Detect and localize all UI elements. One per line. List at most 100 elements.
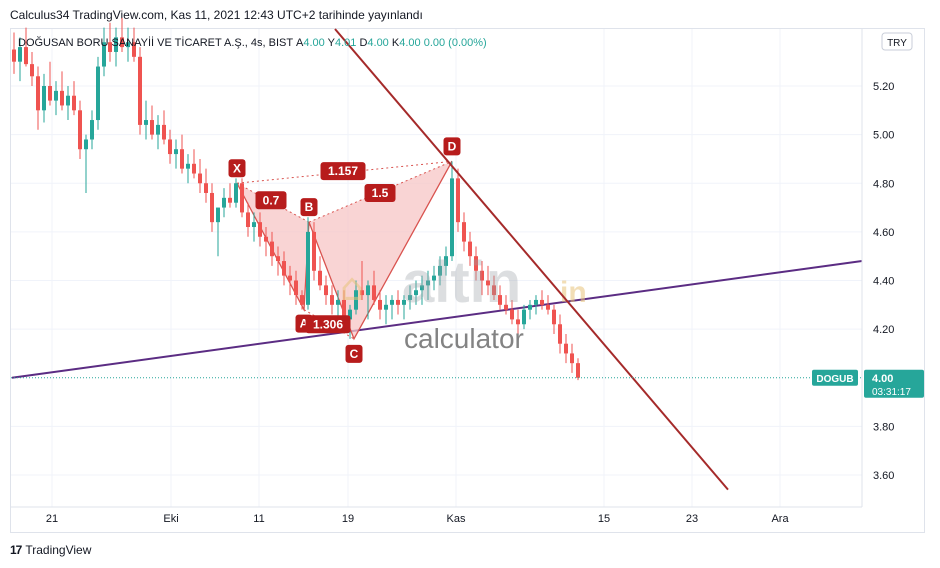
candle-body	[126, 42, 130, 48]
candle-body	[282, 261, 286, 276]
ohlc-value: 4.00	[399, 37, 420, 49]
candle-body	[288, 275, 292, 281]
candle-body	[462, 222, 466, 242]
candle-body	[468, 241, 472, 257]
candle-body	[30, 64, 34, 77]
candle	[564, 333, 568, 364]
candle	[114, 27, 118, 67]
candle	[264, 227, 268, 257]
candle-body	[306, 231, 310, 305]
price-tick-label: 5.20	[873, 81, 894, 93]
candle	[222, 188, 226, 218]
point-label-b-text: B	[305, 200, 314, 214]
candle	[270, 231, 274, 266]
candle-body	[426, 280, 430, 286]
candle-body	[90, 120, 94, 140]
chart-frame[interactable]	[10, 28, 925, 533]
watermark-brand: altin	[402, 250, 521, 315]
candle-body	[336, 299, 340, 305]
candle-body	[264, 236, 268, 242]
candle-body	[48, 86, 52, 101]
price-tick-label: 4.80	[873, 178, 894, 190]
candle-body	[474, 256, 478, 271]
candle	[444, 246, 448, 276]
candle-body	[402, 299, 406, 305]
candle-body	[270, 241, 274, 257]
candle-body	[54, 90, 58, 101]
candle-body	[342, 299, 346, 320]
candle	[474, 246, 478, 281]
candle-body	[576, 363, 580, 378]
symbol-title: DOĞUSAN BORU SANAYİİ VE TİCARET A.Ş., 4s…	[18, 36, 293, 49]
candle-body	[216, 207, 220, 223]
candle	[96, 56, 100, 130]
candle-body	[156, 124, 160, 135]
time-tick-label: 23	[686, 513, 698, 525]
candle-body	[222, 197, 226, 208]
candle-body	[420, 285, 424, 291]
candle-body	[192, 163, 196, 174]
watermark-logo-icon: ⌂	[340, 265, 364, 309]
ohlc-value: 0.00 (0.00%)	[421, 37, 487, 49]
ratio-label-bg	[305, 315, 351, 334]
candle-body	[294, 280, 298, 296]
footer: 17 TradingView	[10, 543, 91, 557]
ohlc-label: Y	[325, 37, 336, 49]
candle	[558, 314, 562, 354]
candle-body	[522, 309, 526, 325]
candle-body	[480, 270, 484, 281]
candle-body	[240, 183, 244, 213]
price-countdown: 03:31:17	[872, 387, 911, 398]
ratio-label-text: 1.157	[328, 164, 358, 178]
footer-brand: TradingView	[25, 543, 92, 557]
candle-body	[198, 173, 202, 184]
candle-body	[510, 309, 514, 320]
candle-body	[42, 86, 46, 111]
point-label-b-bg	[300, 198, 318, 217]
candle-body	[330, 295, 334, 305]
price-axis: 5.20 5.00 4.80 4.60 4.40 4.20 3.80 3.60	[861, 29, 894, 507]
candle	[84, 134, 88, 193]
candle	[252, 212, 256, 242]
candle	[438, 256, 442, 286]
candle	[18, 37, 22, 82]
candle	[306, 217, 310, 310]
candle-body	[144, 120, 148, 125]
price-tick-label: 3.80	[873, 421, 894, 433]
ohlc-label: K	[389, 37, 400, 49]
candle	[570, 343, 574, 373]
candle	[312, 222, 316, 281]
point-label-c-bg	[345, 344, 363, 363]
candle-body	[252, 222, 256, 228]
ratio-label-text: 0.7	[263, 193, 280, 207]
price-tick-label: 5.00	[873, 130, 894, 142]
time-tick-label: Kas	[447, 513, 466, 525]
candle-body	[174, 149, 178, 155]
price-tick-label: 4.60	[873, 227, 894, 239]
candle	[456, 168, 460, 232]
currency-label: TRY	[887, 38, 907, 49]
candle	[300, 290, 304, 310]
trend-line	[334, 28, 729, 491]
ratio-label-bg	[320, 162, 366, 181]
candle	[450, 161, 454, 262]
currency-badge	[881, 32, 913, 51]
candle-body	[276, 256, 280, 262]
candle	[336, 290, 340, 320]
point-label-b: B	[300, 198, 318, 217]
candle	[102, 27, 106, 77]
candle-body	[504, 304, 508, 310]
ohlc-label: D	[356, 37, 367, 49]
candle-body	[354, 290, 358, 310]
candle-body	[180, 149, 184, 169]
time-axis: 21 Eki 11 19 Kas 15 23 Ara	[11, 506, 862, 525]
candles	[12, 17, 580, 381]
candle	[54, 81, 58, 116]
candle-body	[72, 95, 76, 111]
watermark: ⌂ altin in calculator	[340, 250, 587, 354]
candle-body	[150, 120, 154, 135]
point-label-a-text: A	[300, 317, 309, 331]
candle-body	[138, 56, 142, 125]
candle	[462, 212, 466, 252]
